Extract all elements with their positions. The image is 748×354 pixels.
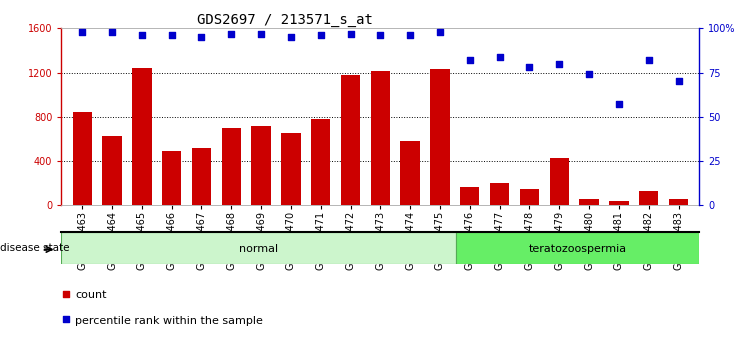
Point	[195, 34, 207, 40]
Point	[643, 57, 654, 63]
Point	[345, 31, 357, 36]
Point	[315, 33, 327, 38]
Text: GDS2697 / 213571_s_at: GDS2697 / 213571_s_at	[197, 12, 373, 27]
Point	[375, 33, 387, 38]
Text: disease state: disease state	[0, 243, 70, 253]
Point	[524, 64, 536, 70]
Bar	[132, 68, 152, 205]
Point	[61, 291, 73, 297]
Point	[106, 29, 118, 35]
Text: normal: normal	[239, 244, 278, 255]
Bar	[371, 71, 390, 205]
Bar	[311, 119, 331, 205]
Bar	[669, 199, 688, 205]
Point	[165, 33, 177, 38]
Bar	[456, 232, 699, 264]
Point	[225, 31, 237, 36]
Bar	[281, 133, 301, 205]
Bar	[460, 187, 479, 205]
Bar	[550, 158, 569, 205]
Point	[255, 31, 267, 36]
Point	[613, 102, 625, 107]
Bar	[400, 141, 420, 205]
Point	[434, 29, 446, 35]
Point	[583, 72, 595, 77]
Point	[61, 316, 73, 322]
Bar	[251, 126, 271, 205]
Point	[672, 79, 684, 84]
Bar	[73, 113, 92, 205]
Point	[404, 33, 416, 38]
Point	[76, 29, 88, 35]
Text: percentile rank within the sample: percentile rank within the sample	[76, 316, 263, 326]
Point	[494, 54, 506, 59]
Bar	[490, 183, 509, 205]
Bar	[221, 128, 241, 205]
Bar	[609, 201, 628, 205]
Bar	[341, 75, 361, 205]
Bar	[430, 69, 450, 205]
Bar	[639, 191, 658, 205]
Text: teratozoospermia: teratozoospermia	[529, 244, 627, 255]
Point	[554, 61, 565, 67]
Text: count: count	[76, 290, 107, 300]
Bar	[191, 148, 211, 205]
Point	[285, 34, 297, 40]
Bar	[520, 189, 539, 205]
Point	[464, 57, 476, 63]
Bar	[162, 151, 181, 205]
Point	[136, 33, 148, 38]
Bar	[61, 232, 456, 264]
Bar	[102, 136, 122, 205]
Bar	[580, 199, 598, 205]
